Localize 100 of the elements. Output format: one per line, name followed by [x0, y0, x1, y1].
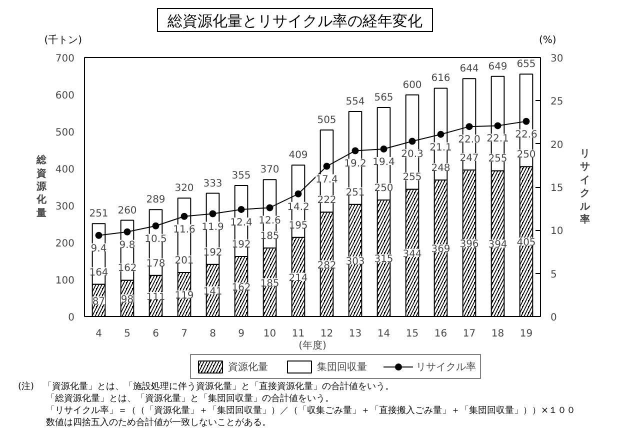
total-label: 565: [374, 92, 394, 104]
point: [352, 147, 359, 154]
text: 数値は四捨五入のため合計値が一致しないことがある。: [46, 417, 271, 429]
text: (%): [539, 34, 556, 48]
y-tick-label: 200: [55, 238, 75, 250]
y-axis-title: 総資源化量: [35, 154, 48, 219]
data-label: 396: [460, 239, 479, 250]
data-label: 10.5: [144, 234, 167, 245]
y-tick-label: 300: [55, 202, 75, 212]
x-tick-label: 5: [124, 328, 130, 340]
total-label: 644: [460, 64, 479, 75]
point: [494, 122, 502, 130]
y-tick-label: 700: [55, 54, 75, 64]
data-label: 369: [431, 244, 450, 256]
data-label: 250: [516, 150, 536, 161]
total-label: 333: [203, 178, 222, 190]
point: [408, 138, 416, 145]
data-label: 111: [146, 292, 166, 303]
point: [522, 118, 530, 125]
data-label: 255: [488, 154, 508, 165]
data-label: 17.4: [316, 174, 338, 186]
text: (千トン): [44, 34, 82, 48]
data-label: 14.2: [287, 202, 310, 213]
data-label: 303: [346, 256, 365, 268]
y2-tick-label: 0: [550, 312, 557, 324]
data-label: 185: [260, 278, 280, 290]
y-tick-label: 500: [55, 128, 75, 138]
data-label: 222: [317, 195, 336, 206]
y-tick-label: 600: [55, 90, 75, 102]
legend-label: リサイクル率: [416, 360, 476, 374]
x-tick-label: 10: [263, 328, 276, 340]
data-label: 164: [89, 267, 108, 278]
data-label: 22.6: [515, 129, 538, 140]
y2-tick-label: 25: [550, 96, 564, 108]
data-label: 19.2: [344, 158, 366, 170]
point: [209, 210, 216, 218]
x-tick-label: 17: [462, 328, 476, 340]
data-label: 19.4: [372, 157, 395, 168]
data-label: 11.9: [202, 222, 224, 233]
x-tick-label: 11: [292, 328, 305, 340]
x-tick-label: 19: [520, 328, 533, 340]
text: 「総資源化量」とは、「資源化量」と「集団回収量」の合計値をいう。: [46, 393, 334, 405]
data-label: 192: [232, 240, 251, 251]
total-label: 409: [288, 150, 308, 162]
point: [323, 162, 330, 170]
data-label: 162: [118, 263, 137, 274]
data-label: 87: [92, 296, 106, 308]
data-label: 9.4: [90, 243, 107, 254]
data-label: 21.1: [430, 142, 452, 154]
data-label: 22.1: [486, 134, 509, 145]
legend-label: 集団回収量: [317, 360, 367, 374]
total-label: 600: [402, 80, 422, 91]
x-tick-label: 8: [210, 328, 216, 340]
x-tick-label: 16: [434, 328, 448, 340]
data-label: 282: [317, 260, 336, 272]
total-label: 289: [146, 194, 166, 206]
data-label: 315: [374, 254, 394, 266]
x-axis-title: (年度): [298, 340, 326, 352]
total-label: 655: [516, 59, 536, 70]
data-label: 185: [260, 231, 280, 242]
point: [266, 204, 274, 212]
total-label: 355: [232, 170, 251, 182]
point: [152, 222, 160, 230]
legend-label: 資源化量: [228, 360, 268, 374]
data-label: 98: [120, 294, 134, 306]
y-tick-label: 100: [55, 276, 75, 286]
point: [180, 212, 188, 220]
y2-axis-title: リサイクル率: [579, 148, 592, 226]
y2-tick-label: 10: [550, 226, 564, 238]
data-label: 11.6: [173, 224, 196, 236]
total-label: 505: [317, 115, 336, 126]
total-label: 260: [118, 205, 137, 216]
total-label: 251: [89, 208, 108, 220]
text: 「リサイクル率」＝（（「資源化量」＋「集団回収量」）／（「収集ごみ量」＋「直接搬入ごみ量」＋「集団回収量」））×１００: [46, 405, 576, 417]
point: [437, 130, 444, 138]
y2-tick-label: 5: [550, 269, 557, 280]
chart-title: 総資源化量とリサイクル率の経年変化: [168, 11, 422, 32]
data-label: 394: [488, 240, 508, 251]
point: [238, 206, 245, 213]
point: [466, 123, 473, 130]
data-label: 162: [232, 282, 251, 294]
data-label: 178: [146, 258, 166, 270]
total-label: 370: [260, 164, 280, 176]
point: [95, 232, 102, 239]
x-tick-label: 14: [377, 328, 390, 340]
x-tick-label: 18: [491, 328, 504, 340]
data-label: 214: [288, 272, 308, 284]
y2-tick-label: 15: [550, 183, 564, 194]
y2-tick-label: 30: [550, 54, 564, 64]
data-label: 9.8: [119, 240, 136, 251]
data-label: 405: [516, 238, 536, 249]
data-label: 12.6: [258, 216, 281, 227]
total-label: 554: [346, 96, 365, 108]
data-label: 255: [402, 172, 422, 184]
y2-tick-label: 20: [550, 140, 564, 151]
x-tick-label: 13: [348, 328, 362, 340]
x-tick-label: 15: [406, 328, 419, 340]
data-label: 12.4: [230, 217, 252, 228]
data-label: 248: [431, 162, 450, 174]
total-label: 616: [431, 73, 450, 84]
